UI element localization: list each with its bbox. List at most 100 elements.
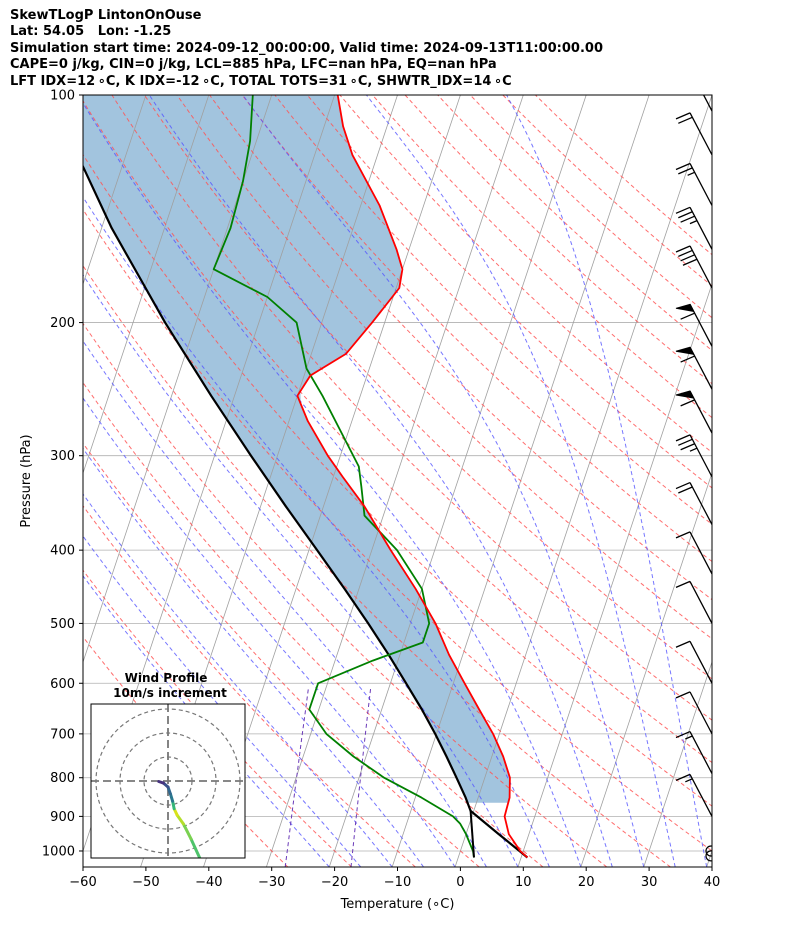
barb-staff [689,245,712,289]
barb-full [680,254,695,262]
dry-adiabat [306,95,712,489]
isotherm [0,95,20,867]
moist-adiabat [83,274,519,867]
barb-pennant [675,303,695,313]
barb-full [678,438,693,446]
x-tick-label: −30 [258,875,285,890]
wind-barb [675,691,712,735]
barb-full [675,434,691,442]
moist-adiabat [83,535,362,867]
dry-adiabats [83,95,712,867]
calm-circle [705,850,712,862]
chart-header: SkewTLogP LintonOnOuse Lat: 54.05 Lon: -… [10,8,603,90]
barb-staff [702,95,712,112]
dry-adiabat [241,95,712,563]
y-axis-label: Pressure (hPa) [19,434,34,527]
barb-full [675,162,691,171]
dry-adiabat [176,95,712,640]
indices-line-1: CAPE=0 j/kg, CIN=0 j/kg, LCL=885 hPa, LF… [10,57,497,73]
dry-adiabat [143,95,712,680]
hodograph-inset: Wind Profile 10m/s increment [90,671,246,859]
isotherm [328,95,587,867]
x-tick-label: −40 [195,875,222,890]
barb-full [678,486,693,494]
y-tick-label: 200 [50,316,75,331]
barb-full [678,249,693,258]
wind-barb [675,162,712,206]
wind-barb [675,390,712,434]
x-tick-label: 40 [704,875,721,890]
cin-shade-region [83,95,510,803]
barb-full [678,116,693,124]
isotherm [203,95,461,867]
barb-full [676,69,690,75]
moist-adiabat [506,95,708,867]
dry-adiabat [83,100,712,764]
barb-staff [689,691,712,735]
x-tick-label: 20 [578,875,595,890]
barb-full [675,691,691,699]
wind-barb [675,346,712,390]
barb-half [685,73,692,76]
isotherm [83,95,147,286]
dewpoint-line [212,95,475,858]
barb-full [675,206,691,214]
wind-barb [705,850,712,862]
dry-adiabat [111,95,712,721]
isotherm [83,95,210,475]
barb-staff [689,731,712,774]
moist-adiabat [366,95,676,867]
barb-staff [689,482,712,525]
barb-staff [689,531,712,575]
profile-series [83,95,529,859]
x-tick-label: −50 [132,875,159,890]
barb-staff [689,581,712,624]
dry-adiabat [469,95,712,319]
calm-circle [705,845,712,857]
dry-adiabat [274,95,712,525]
wind-barb [675,303,712,347]
y-tick-label: 400 [50,544,75,559]
indices-line-2: LFT IDX=12 ∘C, K IDX=-12 ∘C, TOTAL TOTS=… [10,73,512,89]
hodograph-segment [175,813,185,826]
dry-adiabat [83,442,480,867]
dry-adiabat [83,153,712,807]
wind-barb [705,845,712,857]
temperature-line [296,95,529,859]
wind-barb [675,580,712,624]
x-tick-label: 10 [515,875,532,890]
y-tick-label: 1000 [42,844,75,859]
hodograph-segment [189,837,202,858]
isotherm [83,95,273,664]
moist-adiabat [83,447,425,867]
dry-adiabat [83,264,671,867]
barb-half [689,447,698,452]
y-tick-label: 800 [50,771,75,786]
lcl-connector-line [469,810,475,858]
barb-full [682,258,698,266]
barb-full [675,730,691,739]
wind-barb [675,112,712,156]
hodograph-area [91,704,245,858]
barb-staff [689,434,712,478]
mixing-ratio-line [350,686,372,867]
dry-adiabat [83,322,608,867]
moist-adiabat [83,493,393,867]
y-tick-label: 300 [50,449,75,464]
x-tick-label: −10 [384,875,411,890]
chart-title: SkewTLogP LintonOnOuse [10,8,202,23]
dry-adiabat [437,95,712,352]
y-tick-label: 500 [50,617,75,632]
moist-adiabat [242,95,645,867]
barb-full [680,215,695,223]
barb-full [675,481,691,490]
hodograph-frame [90,703,246,859]
barb-pennant [675,346,695,355]
y-tick-label: 600 [50,677,75,692]
barb-half [685,778,693,783]
wind-barb [675,730,712,774]
wind-barb [675,434,712,478]
barb-full [675,245,691,253]
